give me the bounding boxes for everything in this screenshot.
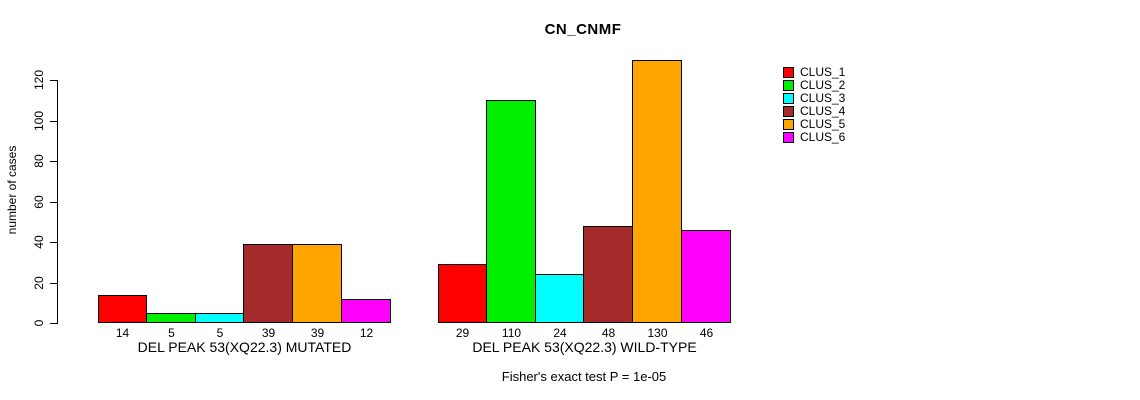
bar-clus_5 — [632, 60, 682, 323]
legend-item: CLUS_3 — [783, 92, 845, 105]
y-axis-line — [57, 80, 58, 324]
legend: CLUS_1 CLUS_2 CLUS_3 CLUS_4 CLUS_5 CLUS_6 — [783, 66, 845, 144]
bar-clus_2 — [146, 313, 196, 323]
y-tick-mark — [50, 161, 57, 162]
legend-swatch-clus_6 — [783, 132, 794, 143]
annotation-text: Fisher's exact test P = 1e-05 — [501, 369, 667, 384]
bar-clus_6 — [681, 230, 731, 323]
bar-value-label: 5 — [168, 326, 175, 340]
bar-clus_4 — [583, 226, 633, 323]
bar-value-label: 12 — [359, 326, 374, 340]
x-axis-group-label: DEL PEAK 53(XQ22.3) WILD-TYPE — [472, 339, 697, 355]
y-tick-mark — [50, 283, 57, 284]
bar-value-label: 5 — [216, 326, 224, 340]
x-axis-group-label: DEL PEAK 53(XQ22.3) MUTATED — [137, 339, 352, 355]
legend-swatch-clus_2 — [783, 80, 794, 91]
y-tick-mark — [50, 80, 57, 81]
bar-value-label: 24 — [553, 326, 567, 340]
legend-label: CLUS_1 — [800, 65, 846, 79]
y-tick-mark — [50, 323, 57, 324]
bar-clus_3 — [535, 274, 584, 323]
bar-value-label: 14 — [115, 326, 130, 340]
bar-value-label: 130 — [647, 326, 668, 340]
y-tick-mark — [50, 121, 57, 122]
bar-clus_1 — [98, 295, 147, 323]
bar-clus_2 — [486, 100, 536, 323]
bar-clus_6 — [341, 299, 391, 323]
bar-value-label: 110 — [501, 326, 522, 340]
bar-clus_3 — [195, 313, 244, 323]
legend-label: CLUS_6 — [800, 130, 846, 144]
bar-value-label: 46 — [699, 326, 714, 340]
bar-value-label: 48 — [601, 326, 616, 340]
legend-item: CLUS_1 — [783, 66, 845, 79]
legend-item: CLUS_5 — [783, 118, 845, 131]
chart-title: CN_CNMF — [544, 21, 622, 38]
bar-clus_4 — [243, 244, 293, 323]
bar-group: 14 5 5 39 39 12 DEL PEAK 53(XQ22.3) MUTATED — [98, 0, 391, 400]
bar-group: 29 110 24 48 130 46 DEL PEAK 53(XQ22.3) WILD-T… — [438, 0, 731, 400]
bar-clus_5 — [292, 244, 342, 323]
bar-value-label: 39 — [261, 326, 276, 340]
legend-item: CLUS_4 — [783, 105, 845, 118]
legend-item: CLUS_6 — [783, 131, 845, 144]
legend-swatch-clus_4 — [783, 106, 794, 117]
bar-clus_1 — [438, 264, 487, 323]
legend-label: CLUS_2 — [800, 78, 846, 92]
y-tick-mark — [50, 202, 57, 203]
y-tick-mark — [50, 242, 57, 243]
legend-swatch-clus_5 — [783, 119, 794, 130]
legend-label: CLUS_4 — [800, 104, 846, 118]
bar-value-label: 29 — [455, 326, 470, 340]
legend-label: CLUS_5 — [800, 117, 846, 131]
legend-item: CLUS_2 — [783, 79, 845, 92]
legend-label: CLUS_3 — [800, 91, 846, 105]
legend-swatch-clus_3 — [783, 93, 794, 104]
legend-swatch-clus_1 — [783, 67, 794, 78]
bar-value-label: 39 — [310, 326, 325, 340]
